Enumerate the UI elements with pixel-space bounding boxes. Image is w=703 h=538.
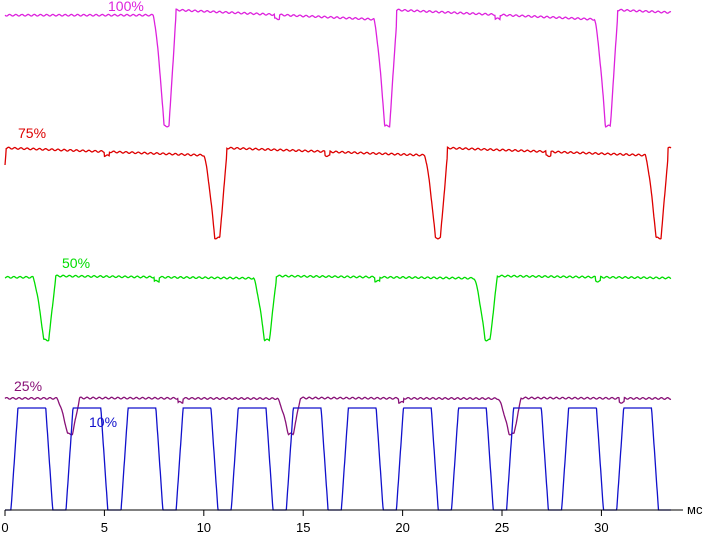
x-axis: 0 5 10 15 20 25 30 мс <box>1 502 703 535</box>
series-line-25 <box>4 396 672 436</box>
x-tick-label: 20 <box>395 520 409 535</box>
x-tick-label: 15 <box>296 520 310 535</box>
series-line-100 <box>4 8 672 128</box>
series-line-75 <box>4 146 672 240</box>
series-label-100: 100% <box>108 0 144 14</box>
series-label-50: 50% <box>62 255 90 271</box>
x-axis-unit-label: мс <box>687 502 703 517</box>
series-label-25: 25% <box>14 378 42 394</box>
x-tick-label: 10 <box>197 520 211 535</box>
series-line-50 <box>4 274 672 342</box>
x-tick-label: 0 <box>1 520 8 535</box>
x-tick-label: 5 <box>101 520 108 535</box>
x-tick-label: 30 <box>594 520 608 535</box>
x-tick-label: 25 <box>495 520 509 535</box>
series-label-75: 75% <box>18 125 46 141</box>
series-label-10: 10% <box>89 414 117 430</box>
